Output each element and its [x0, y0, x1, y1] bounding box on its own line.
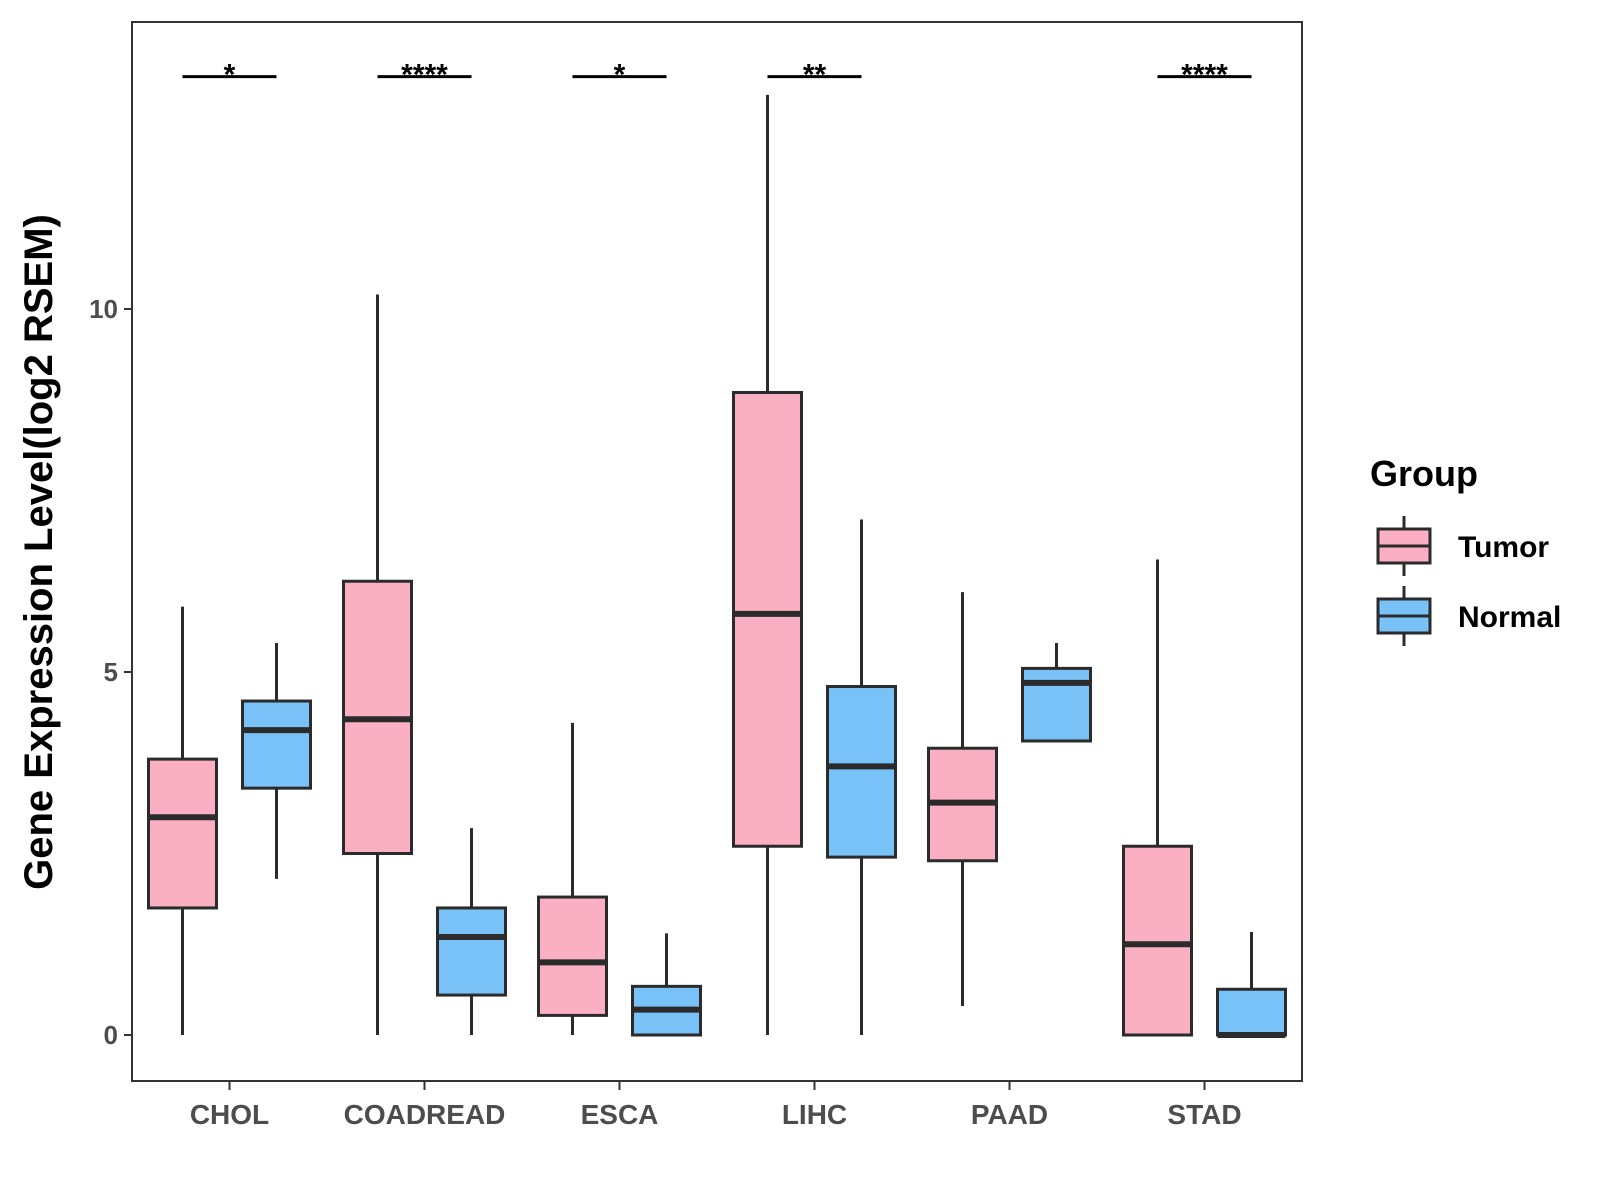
- x-tick-label-esca: ESCA: [581, 1099, 659, 1130]
- significance-label-stad: ****: [1181, 59, 1228, 92]
- y-tick-label: 5: [104, 657, 118, 687]
- box-normal-stad: [1216, 931, 1287, 1038]
- box-normal-lihc: [826, 519, 897, 1035]
- y-axis-title: Gene Expression Level(log2 RSEM): [17, 214, 61, 890]
- box-tumor-paad: [927, 592, 998, 1006]
- box-body-tumor-chol: [147, 757, 218, 910]
- box-body-normal-coadread: [436, 906, 507, 997]
- box-tumor-coadread: [342, 294, 413, 1035]
- legend-label-normal: Normal: [1458, 601, 1561, 634]
- legend-title: Group: [1370, 453, 1478, 494]
- x-tick-label-lihc: LIHC: [782, 1099, 847, 1130]
- significance-layer: * **** * ** ****: [182, 59, 1252, 92]
- box-normal-coadread: [436, 828, 507, 1035]
- box-body-normal-chol: [241, 699, 312, 790]
- x-tick-label-paad: PAAD: [971, 1099, 1048, 1130]
- y-tick-label: 0: [104, 1020, 118, 1050]
- legend-item-normal: Normal: [1376, 586, 1561, 646]
- x-tick-label-stad: STAD: [1167, 1099, 1241, 1130]
- significance-label-esca: *: [614, 59, 626, 92]
- box-normal-esca: [631, 933, 702, 1037]
- significance-label-chol: *: [224, 59, 236, 92]
- box-normal-paad: [1021, 642, 1092, 743]
- boxes-layer: [147, 94, 1287, 1038]
- box-tumor-stad: [1122, 559, 1193, 1037]
- significance-label-lihc: **: [803, 59, 827, 92]
- x-tick-label-chol: CHOL: [190, 1099, 269, 1130]
- y-axis: 0 5 10: [89, 294, 132, 1050]
- legend: Group Tumor Normal: [1370, 453, 1561, 646]
- box-body-normal-stad: [1216, 987, 1287, 1037]
- box-tumor-chol: [147, 606, 218, 1035]
- significance-label-coadread: ****: [401, 59, 448, 92]
- box-body-normal-paad: [1021, 666, 1092, 743]
- box-body-tumor-stad: [1122, 844, 1193, 1037]
- x-axis: CHOL COADREAD ESCA LIHC PAAD STAD: [190, 1081, 1242, 1130]
- y-tick-label: 10: [89, 294, 118, 324]
- legend-item-tumor: Tumor: [1376, 516, 1549, 576]
- plot-panel-border: [131, 21, 1303, 1082]
- box-tumor-esca: [537, 722, 608, 1035]
- box-tumor-lihc: [732, 94, 803, 1035]
- legend-label-tumor: Tumor: [1458, 531, 1549, 564]
- x-tick-label-coadread: COADREAD: [344, 1099, 506, 1130]
- box-normal-chol: [241, 642, 312, 879]
- box-body-tumor-esca: [537, 895, 608, 1017]
- box-body-tumor-lihc: [732, 390, 803, 848]
- box-body-normal-lihc: [826, 685, 897, 859]
